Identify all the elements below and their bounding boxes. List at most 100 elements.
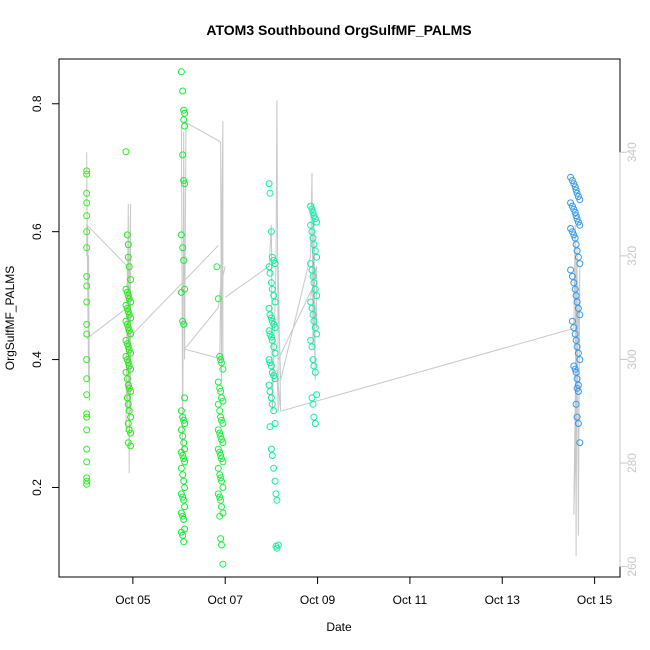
data-point [266,423,274,431]
data-point [573,375,581,383]
data-point [309,272,317,280]
data-point [217,388,225,395]
data-point [218,477,225,485]
data-point [219,439,227,447]
data-point [570,205,578,213]
altitude-trace-segment [224,100,318,412]
data-point [127,429,135,437]
data-point [83,356,91,364]
data-point [181,122,189,130]
data-point [270,464,278,472]
data-point [123,340,131,348]
data-point [83,458,91,466]
data-point [125,295,133,303]
data-point [218,455,225,463]
data-point [181,503,189,511]
data-point [268,452,276,459]
data-point [310,317,318,325]
data-point [216,384,224,392]
data-point [179,151,187,159]
data-point [83,212,91,220]
altitude-trace-segment [280,224,581,557]
data-point [570,180,578,188]
data-point [310,212,318,220]
data-point [574,349,582,357]
data-point [265,356,273,364]
data-point [266,269,274,277]
data-point [180,439,188,447]
data-point [266,359,274,367]
data-point [311,324,319,332]
data-point [308,205,316,213]
data-point [219,484,227,491]
data-point [124,400,132,408]
data-point [177,490,185,498]
data-point [218,394,225,402]
y2-tick-label: 320 [625,246,639,266]
data-point [181,109,189,117]
x-tick-label: Oct 07 [208,593,244,607]
data-point [213,263,221,271]
data-point [179,413,187,421]
points-layer [83,68,584,568]
data-point [266,311,274,319]
data-point [181,180,189,188]
data-point [179,512,187,520]
data-point [83,167,91,175]
data-point [83,320,91,328]
data-point [267,228,275,236]
altitude-trace-segment [86,152,132,474]
data-point [270,372,278,380]
y2-tick-label: 280 [625,453,639,473]
data-point [83,391,91,399]
x-axis-label: Date [326,620,352,634]
data-point [573,413,581,421]
data-point [179,317,187,325]
y2-tick-label: 260 [625,556,639,576]
data-point [572,241,580,248]
data-point [123,288,131,296]
data-point [218,359,225,367]
data-point [83,170,91,178]
data-point [309,356,317,364]
data-point [271,375,279,383]
data-point [83,445,91,453]
data-point [271,260,279,268]
y-tick-label: 0.2 [30,479,44,496]
data-point [308,394,316,402]
data-point [214,490,222,498]
data-point [179,471,187,479]
data-point [309,234,317,242]
data-point [308,343,316,351]
data-point [218,416,225,424]
data-point [180,320,188,328]
data-point [123,320,131,328]
data-point [177,464,185,472]
data-point [83,375,91,383]
data-point [83,244,91,252]
data-point [179,87,187,95]
data-point [270,256,278,264]
data-point [177,68,185,76]
data-point [576,311,584,319]
data-point [218,503,225,511]
data-point [83,272,91,280]
data-point [180,515,188,523]
data-point [573,189,581,197]
data-point [83,228,91,236]
data-point [307,221,315,229]
data-point [265,180,273,188]
data-point [217,413,225,421]
data-point [574,388,582,395]
data-point [125,327,133,335]
data-point [125,263,133,271]
data-point [122,148,130,156]
data-point [83,199,91,207]
data-point [271,420,279,427]
data-point [572,336,580,344]
data-point [308,304,316,312]
data-point [216,429,224,437]
data-point [214,426,222,434]
data-point [571,183,579,191]
data-point [574,420,582,427]
